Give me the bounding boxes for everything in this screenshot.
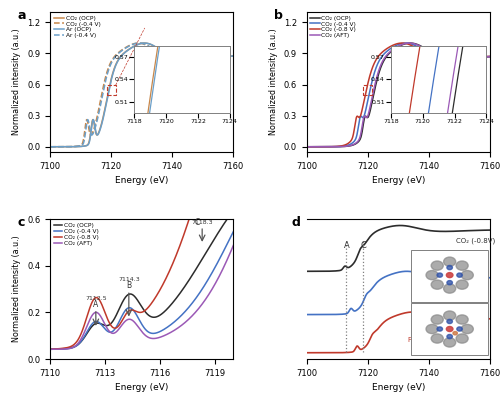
Circle shape xyxy=(444,338,456,347)
Text: Fe(II)Pc: Fe(II)Pc xyxy=(432,286,458,292)
Circle shape xyxy=(456,315,468,324)
Circle shape xyxy=(437,273,442,277)
Circle shape xyxy=(426,324,438,334)
X-axis label: Energy (eV): Energy (eV) xyxy=(372,176,425,185)
Circle shape xyxy=(447,334,452,339)
Circle shape xyxy=(461,324,473,334)
Text: a: a xyxy=(17,9,25,22)
Circle shape xyxy=(431,280,444,289)
Text: A: A xyxy=(344,241,349,251)
Circle shape xyxy=(444,311,456,320)
Circle shape xyxy=(456,280,468,289)
Circle shape xyxy=(446,273,453,278)
Circle shape xyxy=(431,334,444,343)
Circle shape xyxy=(447,280,452,285)
X-axis label: Energy (eV): Energy (eV) xyxy=(115,383,168,392)
Text: 7118.3: 7118.3 xyxy=(192,221,213,225)
Circle shape xyxy=(437,327,442,331)
Circle shape xyxy=(461,271,473,280)
Y-axis label: Normalized intensity (a.u.): Normalized intensity (a.u.) xyxy=(12,236,22,342)
Legend: CO₂ (OCP), CO₂ (-0.4 V), CO₂ (-0.8 V), CO₂ (AFT): CO₂ (OCP), CO₂ (-0.4 V), CO₂ (-0.8 V), C… xyxy=(310,15,356,39)
FancyBboxPatch shape xyxy=(411,303,488,355)
Circle shape xyxy=(447,265,452,270)
Y-axis label: Normalized intensity (a.u.): Normalized intensity (a.u.) xyxy=(269,29,278,135)
Legend: CO₂ (OCP), CO₂ (-0.4 V), CO₂ (-0.8 V), CO₂ (AFT): CO₂ (OCP), CO₂ (-0.4 V), CO₂ (-0.8 V), C… xyxy=(53,222,100,246)
Text: b: b xyxy=(274,9,282,22)
X-axis label: Energy (eV): Energy (eV) xyxy=(115,176,168,185)
Text: C: C xyxy=(360,241,366,251)
Text: B: B xyxy=(126,281,132,290)
Circle shape xyxy=(426,271,438,280)
Text: C: C xyxy=(194,218,200,227)
Circle shape xyxy=(446,326,453,332)
Text: 7112.5: 7112.5 xyxy=(85,296,106,300)
Circle shape xyxy=(444,284,456,293)
Circle shape xyxy=(453,332,458,335)
FancyBboxPatch shape xyxy=(411,250,488,302)
Circle shape xyxy=(456,261,468,270)
X-axis label: Energy (eV): Energy (eV) xyxy=(372,383,425,392)
Circle shape xyxy=(456,334,468,343)
Circle shape xyxy=(444,257,456,266)
Circle shape xyxy=(431,315,444,324)
Circle shape xyxy=(431,261,444,270)
Circle shape xyxy=(447,319,452,324)
Legend: CO₂ (OCP), CO₂ (-0.4 V), Ar (OCP), Ar (-0.4 V): CO₂ (OCP), CO₂ (-0.4 V), Ar (OCP), Ar (-… xyxy=(53,15,101,39)
Text: A: A xyxy=(93,300,98,308)
Y-axis label: Normalized intensity (a.u.): Normalized intensity (a.u.) xyxy=(12,29,22,135)
Text: d: d xyxy=(292,216,301,229)
Text: c: c xyxy=(17,216,24,229)
Text: 7114.3: 7114.3 xyxy=(118,277,140,282)
Circle shape xyxy=(457,273,462,277)
Text: Fe(II)Pc-CO₂: Fe(II)Pc-CO₂ xyxy=(408,337,449,343)
Circle shape xyxy=(457,327,462,331)
Text: CO₂ (-0.8V): CO₂ (-0.8V) xyxy=(456,237,496,244)
